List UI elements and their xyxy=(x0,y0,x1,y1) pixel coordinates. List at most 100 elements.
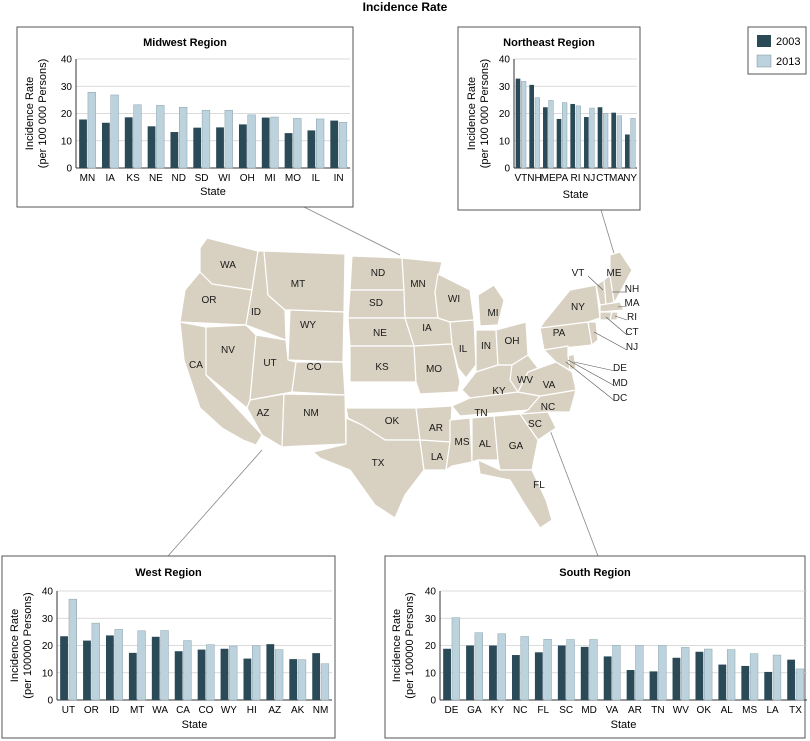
legend-swatch-2003 xyxy=(757,35,771,47)
state-nm xyxy=(281,393,347,448)
map-label-va: VA xyxy=(543,380,556,391)
state-me xyxy=(609,251,633,303)
map-label-ar: AR xyxy=(429,423,443,434)
y-tick-label: 0 xyxy=(430,696,436,707)
legend: 2003 2013 xyxy=(747,26,807,75)
map-labels: WA OR CA ID NV MT WY UT CO AZ NM ND SD NE KS OK TX MN IA MO… xyxy=(189,260,640,491)
bar-mi-2013 xyxy=(270,116,279,169)
bar-nh-2013 xyxy=(534,97,540,169)
x-tick-label: NE xyxy=(149,173,163,184)
legend-label-2013: 2013 xyxy=(776,56,800,68)
bar-nh-2003 xyxy=(529,84,534,168)
x-tick-label: DE xyxy=(445,705,459,716)
panel-title: Northeast Region xyxy=(503,37,595,49)
state-az xyxy=(246,393,285,448)
figure-title: Incidence Rate xyxy=(363,0,448,14)
y-axis-title-line-2: (per 100 000 Persons) xyxy=(37,59,49,168)
state-fl xyxy=(477,459,553,529)
map-label-ga: GA xyxy=(509,441,524,452)
x-tick-label: NY xyxy=(623,173,637,184)
y-tick-label: 20 xyxy=(61,109,73,120)
bar-pa-2013 xyxy=(562,102,568,169)
bar-ky-2003 xyxy=(489,645,497,700)
map-label-wa: WA xyxy=(220,260,236,271)
bar-or-2013 xyxy=(91,622,100,701)
bar-az-2013 xyxy=(274,649,284,701)
map-label-ct: CT xyxy=(625,327,638,338)
leader-line-nj xyxy=(593,331,628,351)
bar-ks-2003 xyxy=(124,117,133,168)
y-tick-label: 20 xyxy=(499,109,511,120)
bar-de-2013 xyxy=(451,617,461,701)
y-tick-label: 30 xyxy=(425,614,437,625)
bar-nj-2013 xyxy=(589,107,595,169)
bar-wy-2013 xyxy=(229,645,238,701)
x-tick-label: AL xyxy=(721,705,734,716)
x-tick-label: KY xyxy=(491,705,505,716)
state-wv xyxy=(509,354,539,393)
bar-ut-2013 xyxy=(68,598,78,701)
map-label-la: LA xyxy=(431,452,444,463)
y-axis-title-line-1: Incidence Rate xyxy=(391,609,403,682)
x-tick-label: IN xyxy=(334,173,344,184)
y-tick-label: 10 xyxy=(499,136,511,147)
map-label-nc: NC xyxy=(541,402,555,413)
bar-ga-2003 xyxy=(466,645,474,700)
bar-ak-2013 xyxy=(297,659,307,701)
bar-ne-2003 xyxy=(147,126,156,168)
bar-ct-2003 xyxy=(597,107,603,168)
x-tick-label: ND xyxy=(172,173,186,184)
x-tick-label: NH xyxy=(527,173,541,184)
state-tx xyxy=(312,417,425,519)
map-label-pa: PA xyxy=(553,328,566,339)
bar-wy-2003 xyxy=(220,648,229,700)
x-tick-label: WA xyxy=(152,705,168,716)
bar-in-2003 xyxy=(330,120,339,168)
panel-west-region: West Region 0 10 20 30 40 UT OR ID MT WA CA CO WY HI AZ… xyxy=(1,555,336,739)
map-label-ne: NE xyxy=(373,328,387,339)
x-tick-label: UT xyxy=(62,705,75,716)
legend-swatch-2013 xyxy=(756,54,772,68)
map-label-or: OR xyxy=(202,295,217,306)
y-axis-title-line-2: (per 100 000 Persons) xyxy=(479,59,491,168)
bar-me-2003 xyxy=(543,107,548,168)
map-label-ut: UT xyxy=(263,358,276,369)
y-axis-title-line-1: Incidence Rate xyxy=(466,77,478,150)
state-al xyxy=(471,415,499,463)
bar-tx-2013 xyxy=(795,668,805,701)
x-tick-label: TX xyxy=(789,705,802,716)
x-tick-label: FL xyxy=(537,705,549,716)
bar-wa-2013 xyxy=(160,630,169,701)
bar-ca-2003 xyxy=(174,651,183,700)
map-label-dc: DC xyxy=(613,393,627,404)
x-tick-label: HI xyxy=(247,705,257,716)
bar-ga-2013 xyxy=(474,632,483,701)
bar-sc-2003 xyxy=(557,645,566,700)
x-tick-label: ID xyxy=(109,705,119,716)
x-tick-label: LA xyxy=(766,705,779,716)
bar-mt-2003 xyxy=(128,652,137,700)
map-label-ok: OK xyxy=(385,416,400,427)
y-tick-label: 30 xyxy=(499,82,511,93)
leader-line-vt xyxy=(587,275,604,291)
map-label-ma: MA xyxy=(625,298,640,309)
x-tick-label: IA xyxy=(106,173,116,184)
bar-ar-2013 xyxy=(635,645,644,701)
leader-line-ri xyxy=(614,315,628,321)
x-tick-label: AR xyxy=(628,705,642,716)
x-tick-label: NM xyxy=(313,705,329,716)
bar-ny-2003 xyxy=(625,134,630,168)
y-tick-label: 10 xyxy=(425,668,437,679)
state-ms xyxy=(445,417,473,471)
map-label-id: ID xyxy=(251,307,261,318)
map-label-co: CO xyxy=(307,362,322,373)
bar-al-2003 xyxy=(718,664,727,700)
y-tick-label: 40 xyxy=(61,55,73,66)
y-tick-label: 0 xyxy=(504,164,510,175)
state-nj xyxy=(587,321,599,346)
connector-south xyxy=(549,429,599,557)
connector-midwest xyxy=(303,206,401,256)
bar-wv-2013 xyxy=(681,647,690,701)
x-tick-label: RI xyxy=(571,173,581,184)
x-tick-label: VA xyxy=(606,705,619,716)
